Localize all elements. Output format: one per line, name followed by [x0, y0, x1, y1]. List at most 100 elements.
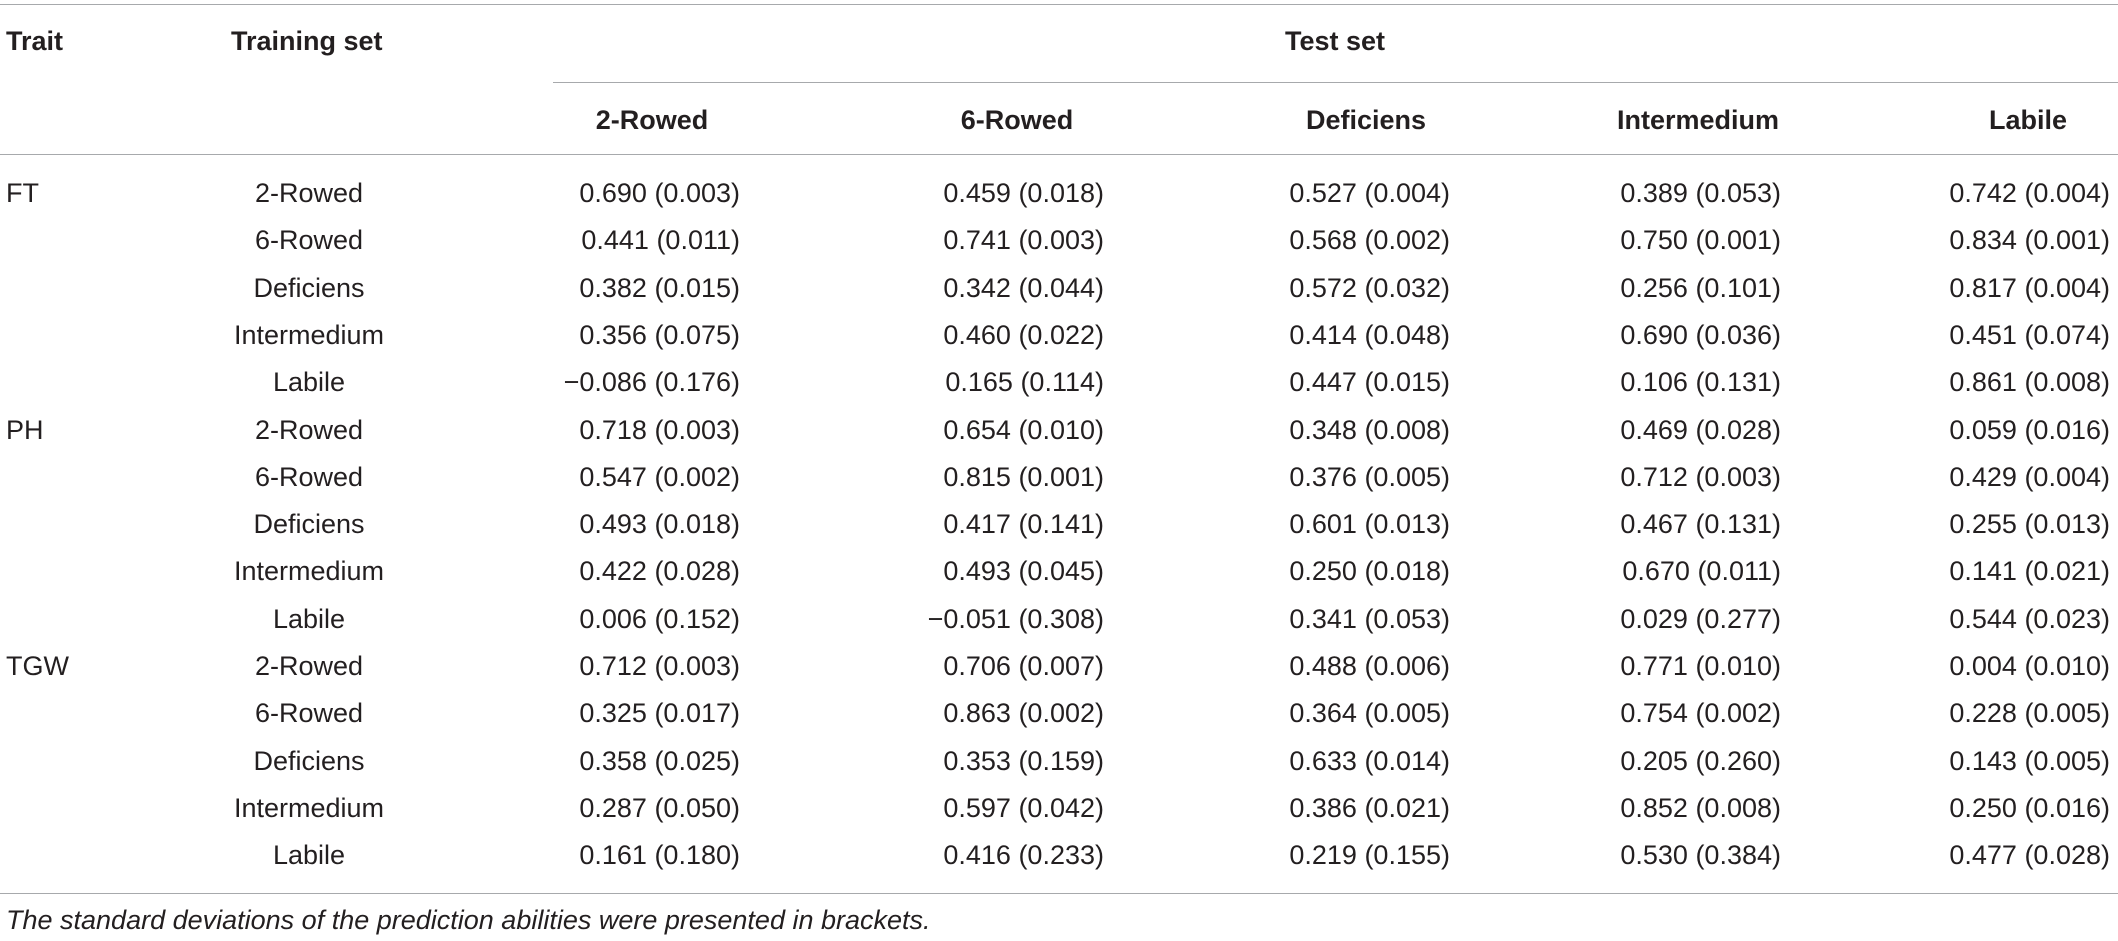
training-set-label: 2-Rowed	[254, 651, 364, 681]
training-set-label: Intermedium	[233, 556, 385, 587]
table-cell: 0.654 (0.010)	[943, 414, 1104, 445]
header-training-set: Training set	[231, 26, 383, 56]
table-cell: 0.572 (0.032)	[1289, 272, 1450, 303]
table-cell: 0.493 (0.018)	[579, 509, 740, 540]
table-cell: 0.059 (0.016)	[1949, 414, 2110, 445]
table-cell: 0.742 (0.004)	[1949, 178, 2110, 208]
column-header: Intermedium	[1616, 105, 1780, 135]
training-set-label: Deficiens	[253, 509, 365, 540]
table-cell: 0.441 (0.011)	[581, 225, 740, 256]
table-cell: 0.477 (0.028)	[1949, 840, 2110, 871]
table-bottom-rule	[0, 893, 2118, 894]
table-cell: 0.712 (0.003)	[1620, 461, 1781, 492]
table-cell: 0.741 (0.003)	[943, 225, 1104, 256]
table-cell: 0.342 (0.044)	[943, 272, 1104, 303]
table-cell: 0.530 (0.384)	[1620, 840, 1781, 871]
table-cell: 0.250 (0.018)	[1289, 556, 1450, 587]
table-cell: 0.568 (0.002)	[1289, 225, 1450, 256]
training-set-label: Deficiens	[253, 745, 365, 776]
table-cell: 0.460 (0.022)	[943, 319, 1104, 350]
table-cell: 0.287 (0.050)	[579, 792, 740, 823]
table-cell: 0.382 (0.015)	[579, 272, 740, 303]
training-set-label: Labile	[272, 367, 346, 398]
training-set-label: Intermedium	[233, 319, 385, 350]
table-cell: 0.364 (0.005)	[1289, 698, 1450, 729]
table-cell: 0.376 (0.005)	[1289, 461, 1450, 492]
test-set-rule	[553, 82, 2118, 83]
header-bottom-rule	[0, 154, 2118, 155]
table-cell: 0.447 (0.015)	[1289, 367, 1450, 398]
training-set-label: 6-Rowed	[254, 461, 364, 492]
header-test-set: Test set	[1284, 26, 1386, 56]
table-cell: 0.712 (0.003)	[579, 651, 740, 681]
header-trait: Trait	[6, 26, 64, 56]
table-cell: 0.718 (0.003)	[579, 414, 740, 445]
training-set-label: Deficiens	[253, 272, 365, 303]
trait-label: FT	[6, 178, 39, 208]
table-cell: 0.750 (0.001)	[1620, 225, 1781, 256]
column-header: Labile	[1988, 105, 2068, 135]
table-cell: 0.544 (0.023)	[1949, 603, 2110, 634]
table-cell: 0.690 (0.036)	[1620, 319, 1781, 350]
table-footnote: The standard deviations of the predictio…	[6, 905, 931, 935]
trait-label: PH	[6, 414, 44, 445]
table-cell: 0.143 (0.005)	[1949, 745, 2110, 776]
table-cell: 0.601 (0.013)	[1289, 509, 1450, 540]
table-cell: 0.670 (0.011)	[1622, 556, 1781, 587]
table-cell: 0.488 (0.006)	[1289, 651, 1450, 681]
column-header: Deficiens	[1305, 105, 1427, 135]
table-cell: 0.690 (0.003)	[579, 178, 740, 208]
table-cell: 0.414 (0.048)	[1289, 319, 1450, 350]
table-cell: 0.451 (0.074)	[1949, 319, 2110, 350]
table-cell: −0.051 (0.308)	[927, 603, 1104, 634]
training-set-label: Labile	[272, 603, 346, 634]
table-cell: 0.817 (0.004)	[1949, 272, 2110, 303]
training-set-label: 2-Rowed	[254, 178, 364, 208]
table-cell: 0.356 (0.075)	[579, 319, 740, 350]
table-cell: 0.467 (0.131)	[1620, 509, 1781, 540]
table-cell: 0.706 (0.007)	[943, 651, 1104, 681]
table-cell: 0.389 (0.053)	[1620, 178, 1781, 208]
training-set-label: Labile	[272, 840, 346, 871]
table-cell: 0.834 (0.001)	[1949, 225, 2110, 256]
table-cell: 0.416 (0.233)	[943, 840, 1104, 871]
table-cell: 0.493 (0.045)	[943, 556, 1104, 587]
table-cell: 0.165 (0.114)	[945, 367, 1104, 398]
training-set-label: 2-Rowed	[254, 414, 364, 445]
table-cell: 0.633 (0.014)	[1289, 745, 1450, 776]
table-cell: 0.106 (0.131)	[1620, 367, 1781, 398]
table-cell: 0.852 (0.008)	[1620, 792, 1781, 823]
table-cell: 0.417 (0.141)	[943, 509, 1104, 540]
table-cell: 0.597 (0.042)	[943, 792, 1104, 823]
table-cell: 0.429 (0.004)	[1949, 461, 2110, 492]
column-header: 6-Rowed	[960, 105, 1074, 135]
table-cell: 0.863 (0.002)	[943, 698, 1104, 729]
trait-label: TGW	[6, 651, 69, 681]
table-cell: 0.256 (0.101)	[1620, 272, 1781, 303]
table-cell: 0.527 (0.004)	[1289, 178, 1450, 208]
table-cell: 0.161 (0.180)	[579, 840, 740, 871]
table-cell: 0.228 (0.005)	[1949, 698, 2110, 729]
table-cell: 0.255 (0.013)	[1949, 509, 2110, 540]
table-cell: 0.141 (0.021)	[1949, 556, 2110, 587]
table-cell: 0.029 (0.277)	[1620, 603, 1781, 634]
table-cell: 0.386 (0.021)	[1289, 792, 1450, 823]
table-cell: 0.358 (0.025)	[579, 745, 740, 776]
training-set-label: 6-Rowed	[254, 225, 364, 256]
table-cell: 0.815 (0.001)	[943, 461, 1104, 492]
training-set-label: Intermedium	[233, 792, 385, 823]
table-cell: 0.341 (0.053)	[1289, 603, 1450, 634]
table-cell: 0.006 (0.152)	[579, 603, 740, 634]
table-cell: 0.547 (0.002)	[579, 461, 740, 492]
table-cell: 0.771 (0.010)	[1620, 651, 1781, 681]
training-set-label: 6-Rowed	[254, 698, 364, 729]
table-cell: 0.250 (0.016)	[1949, 792, 2110, 823]
table-cell: 0.861 (0.008)	[1949, 367, 2110, 398]
top-rule	[0, 4, 2118, 5]
table-cell: 0.219 (0.155)	[1289, 840, 1450, 871]
table-cell: −0.086 (0.176)	[563, 367, 740, 398]
table-cell: 0.325 (0.017)	[579, 698, 740, 729]
table-cell: 0.353 (0.159)	[943, 745, 1104, 776]
table-cell: 0.422 (0.028)	[579, 556, 740, 587]
table-cell: 0.348 (0.008)	[1289, 414, 1450, 445]
